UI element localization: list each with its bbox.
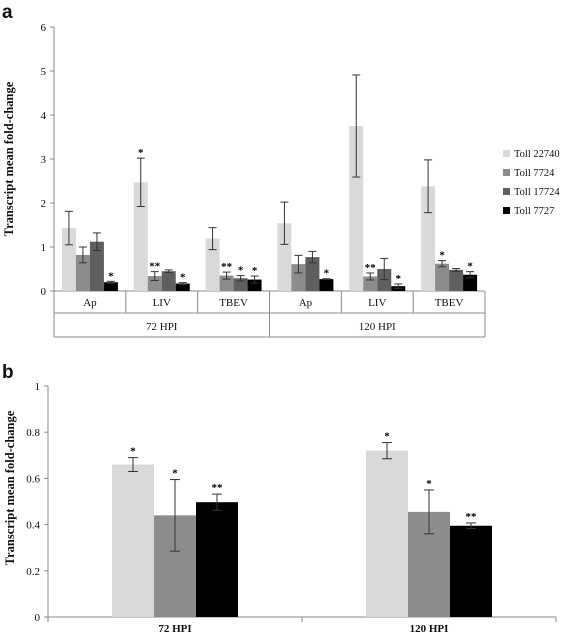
y-tick-label-b: 0.4 <box>26 520 40 532</box>
significance-marker-a: * <box>252 265 258 277</box>
significance-marker-a: * <box>108 270 114 282</box>
significance-marker-a: * <box>324 268 330 280</box>
bar-a <box>205 238 220 291</box>
bar-a <box>75 254 90 291</box>
significance-marker-a: * <box>467 261 473 273</box>
x-group-label-a: 120 HPI <box>359 321 396 333</box>
significance-marker-a: * <box>238 265 244 277</box>
significance-marker-a: * <box>180 272 186 284</box>
bar-a <box>449 269 464 291</box>
y-tick-label-a: 4 <box>41 110 47 122</box>
bar-a <box>103 282 118 291</box>
legend-label-a: Toll 7724 <box>514 168 555 179</box>
bar-b <box>196 502 238 617</box>
x-category-label-a: Ap <box>83 297 97 309</box>
legend-swatch-a <box>503 188 510 195</box>
y-tick-label-a: 5 <box>41 66 47 78</box>
significance-marker-a: * <box>396 273 402 285</box>
significance-marker-a: * <box>439 250 445 262</box>
y-tick-label-a: 2 <box>41 198 47 210</box>
bar-b <box>366 450 408 617</box>
bar-b <box>112 464 154 617</box>
legend-swatch-a <box>503 207 510 214</box>
significance-marker-b: * <box>426 478 432 490</box>
significance-marker-b: * <box>130 446 136 458</box>
bar-a <box>349 126 364 291</box>
y-tick-label-a: 3 <box>41 154 47 166</box>
y-tick-label-b: 1 <box>35 381 41 393</box>
bar-a <box>291 264 306 291</box>
y-axis-label-b: Transcript mean fold-change <box>3 410 17 565</box>
significance-marker-a: ** <box>221 261 233 273</box>
x-category-label-b: 120 HPI <box>410 623 449 635</box>
x-category-label-a: TBEV <box>219 297 248 309</box>
bar-a <box>319 279 334 291</box>
bar-a <box>463 274 478 291</box>
legend-label-a: Toll 7727 <box>514 206 554 217</box>
bar-b <box>450 525 492 617</box>
bar-a <box>435 263 450 291</box>
y-tick-label-b: 0 <box>35 612 41 624</box>
x-category-label-a: LIV <box>368 297 386 309</box>
bar-a <box>89 241 104 291</box>
y-tick-label-a: 6 <box>41 22 47 34</box>
y-tick-label-b: 0.2 <box>26 566 40 578</box>
x-category-label-b: 72 HPI <box>158 623 191 635</box>
bar-a <box>233 278 248 291</box>
significance-marker-a: ** <box>365 262 377 274</box>
legend-swatch-a <box>503 169 510 176</box>
bar-a <box>61 228 76 291</box>
significance-marker-a: * <box>138 147 144 159</box>
legend-label-a: Toll 22740 <box>514 149 560 160</box>
bar-a <box>305 257 320 291</box>
significance-marker-b: * <box>172 468 178 480</box>
bar-a <box>247 279 262 291</box>
significance-marker-a: ** <box>149 261 161 273</box>
y-tick-label-b: 0.8 <box>26 427 40 439</box>
panel-label-b: b <box>2 362 14 383</box>
x-group-label-a: 72 HPI <box>146 321 178 333</box>
y-axis-label-a: Transcript mean fold-change <box>2 81 16 236</box>
x-category-label-a: LIV <box>153 297 171 309</box>
significance-marker-b: ** <box>466 511 478 523</box>
bar-a <box>161 271 176 291</box>
significance-marker-b: * <box>384 431 390 443</box>
panel-label-a: a <box>2 2 13 23</box>
bar-a <box>277 223 292 291</box>
bar-a <box>133 182 148 291</box>
legend-label-a: Toll 17724 <box>514 187 560 198</box>
legend-swatch-a <box>503 150 510 157</box>
y-tick-label-a: 1 <box>41 242 47 254</box>
x-category-label-a: TBEV <box>435 297 464 309</box>
x-category-label-a: Ap <box>299 297 313 309</box>
y-tick-label-a: 0 <box>41 286 47 298</box>
significance-marker-b: ** <box>212 482 224 494</box>
bar-a <box>147 276 162 291</box>
y-tick-label-b: 0.6 <box>26 473 40 485</box>
bar-a <box>175 283 190 291</box>
